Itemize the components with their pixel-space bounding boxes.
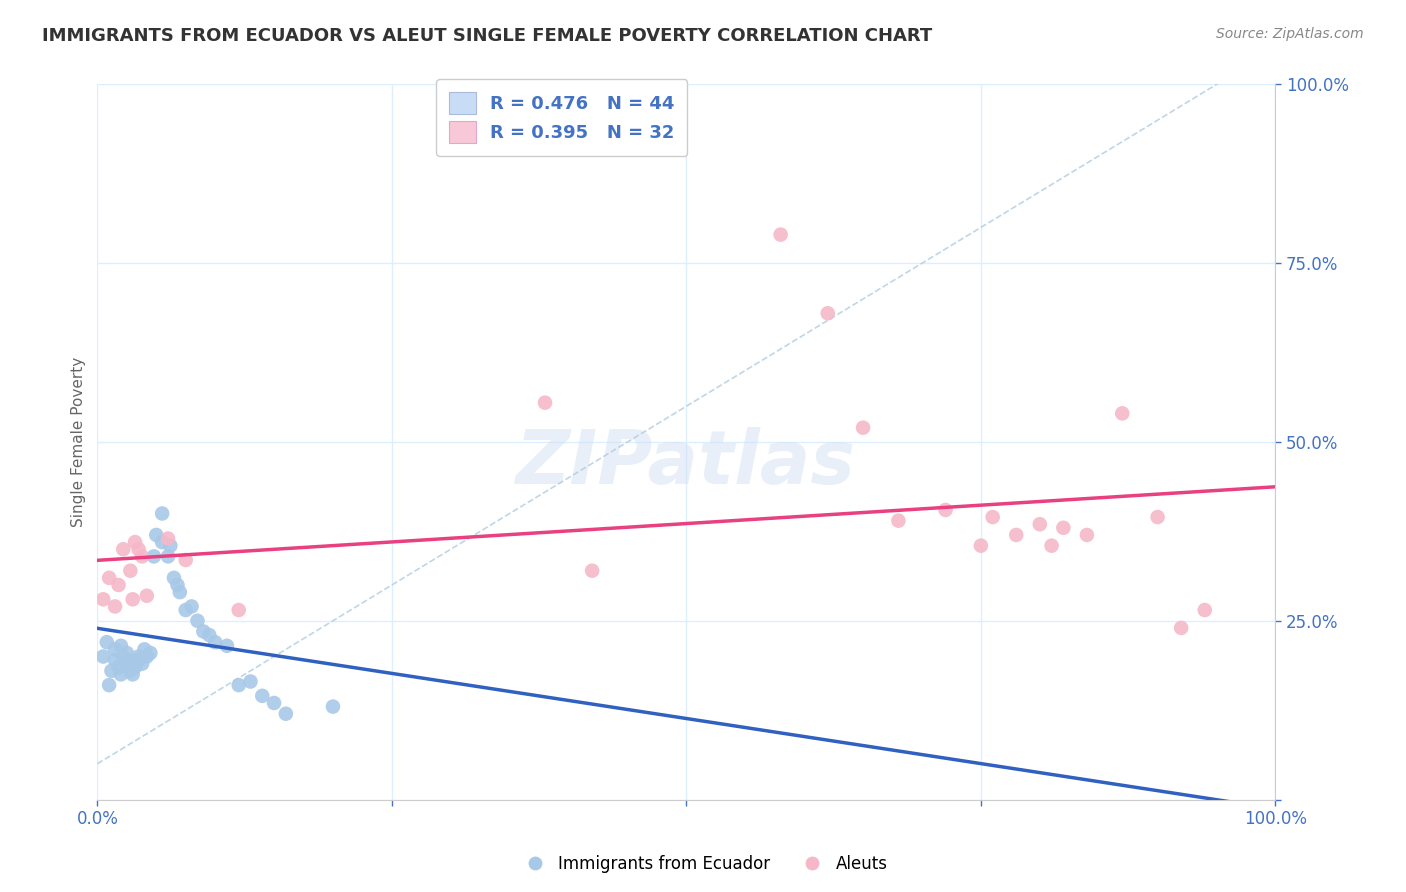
Point	[174, 603, 197, 617]
Point	[198, 628, 221, 642]
Point	[263, 696, 285, 710]
Point	[91, 649, 114, 664]
Point	[98, 678, 121, 692]
Point	[1194, 603, 1216, 617]
Point	[166, 578, 188, 592]
Point	[935, 503, 957, 517]
Point	[852, 420, 875, 434]
Point	[120, 564, 142, 578]
Point	[252, 689, 274, 703]
Legend: R = 0.476   N = 44, R = 0.395   N = 32: R = 0.476 N = 44, R = 0.395 N = 32	[436, 79, 688, 156]
Point	[124, 660, 146, 674]
Point	[124, 535, 146, 549]
Point	[134, 642, 156, 657]
Point	[322, 699, 344, 714]
Point	[120, 664, 142, 678]
Point	[145, 528, 167, 542]
Point	[128, 649, 150, 664]
Point	[159, 539, 181, 553]
Text: IMMIGRANTS FROM ECUADOR VS ALEUT SINGLE FEMALE POVERTY CORRELATION CHART: IMMIGRANTS FROM ECUADOR VS ALEUT SINGLE …	[42, 27, 932, 45]
Point	[104, 642, 127, 657]
Point	[91, 592, 114, 607]
Point	[98, 571, 121, 585]
Point	[534, 395, 557, 409]
Point	[180, 599, 202, 614]
Point	[121, 592, 143, 607]
Point	[104, 653, 127, 667]
Point	[1029, 517, 1052, 532]
Point	[193, 624, 215, 639]
Point	[135, 589, 157, 603]
Point	[142, 549, 165, 564]
Point	[1040, 539, 1063, 553]
Point	[121, 653, 143, 667]
Point	[150, 507, 173, 521]
Text: ZIPatlas: ZIPatlas	[516, 427, 856, 500]
Point	[204, 635, 226, 649]
Point	[121, 667, 143, 681]
Point	[135, 649, 157, 664]
Point	[110, 639, 132, 653]
Point	[104, 599, 127, 614]
Point	[157, 532, 180, 546]
Point	[163, 571, 186, 585]
Point	[150, 535, 173, 549]
Point	[110, 667, 132, 681]
Point	[112, 649, 135, 664]
Point	[970, 539, 993, 553]
Point	[1170, 621, 1192, 635]
Point	[1052, 521, 1074, 535]
Legend: Immigrants from Ecuador, Aleuts: Immigrants from Ecuador, Aleuts	[512, 848, 894, 880]
Text: Source: ZipAtlas.com: Source: ZipAtlas.com	[1216, 27, 1364, 41]
Point	[228, 603, 250, 617]
Point	[107, 578, 129, 592]
Point	[186, 614, 208, 628]
Point	[274, 706, 297, 721]
Point	[215, 639, 238, 653]
Point	[1111, 406, 1133, 420]
Point	[128, 653, 150, 667]
Point	[981, 510, 1004, 524]
Point	[1146, 510, 1168, 524]
Point	[169, 585, 191, 599]
Point	[887, 514, 910, 528]
Point	[96, 635, 118, 649]
Point	[174, 553, 197, 567]
Point	[131, 657, 153, 671]
Point	[1005, 528, 1028, 542]
Point	[107, 660, 129, 674]
Point	[100, 664, 122, 678]
Point	[131, 549, 153, 564]
Point	[817, 306, 839, 320]
Point	[228, 678, 250, 692]
Point	[239, 674, 262, 689]
Point	[581, 564, 603, 578]
Point	[115, 646, 138, 660]
Point	[139, 646, 162, 660]
Point	[769, 227, 792, 242]
Y-axis label: Single Female Poverty: Single Female Poverty	[72, 357, 86, 527]
Point	[128, 542, 150, 557]
Point	[112, 542, 135, 557]
Point	[157, 549, 180, 564]
Point	[1076, 528, 1098, 542]
Point	[115, 657, 138, 671]
